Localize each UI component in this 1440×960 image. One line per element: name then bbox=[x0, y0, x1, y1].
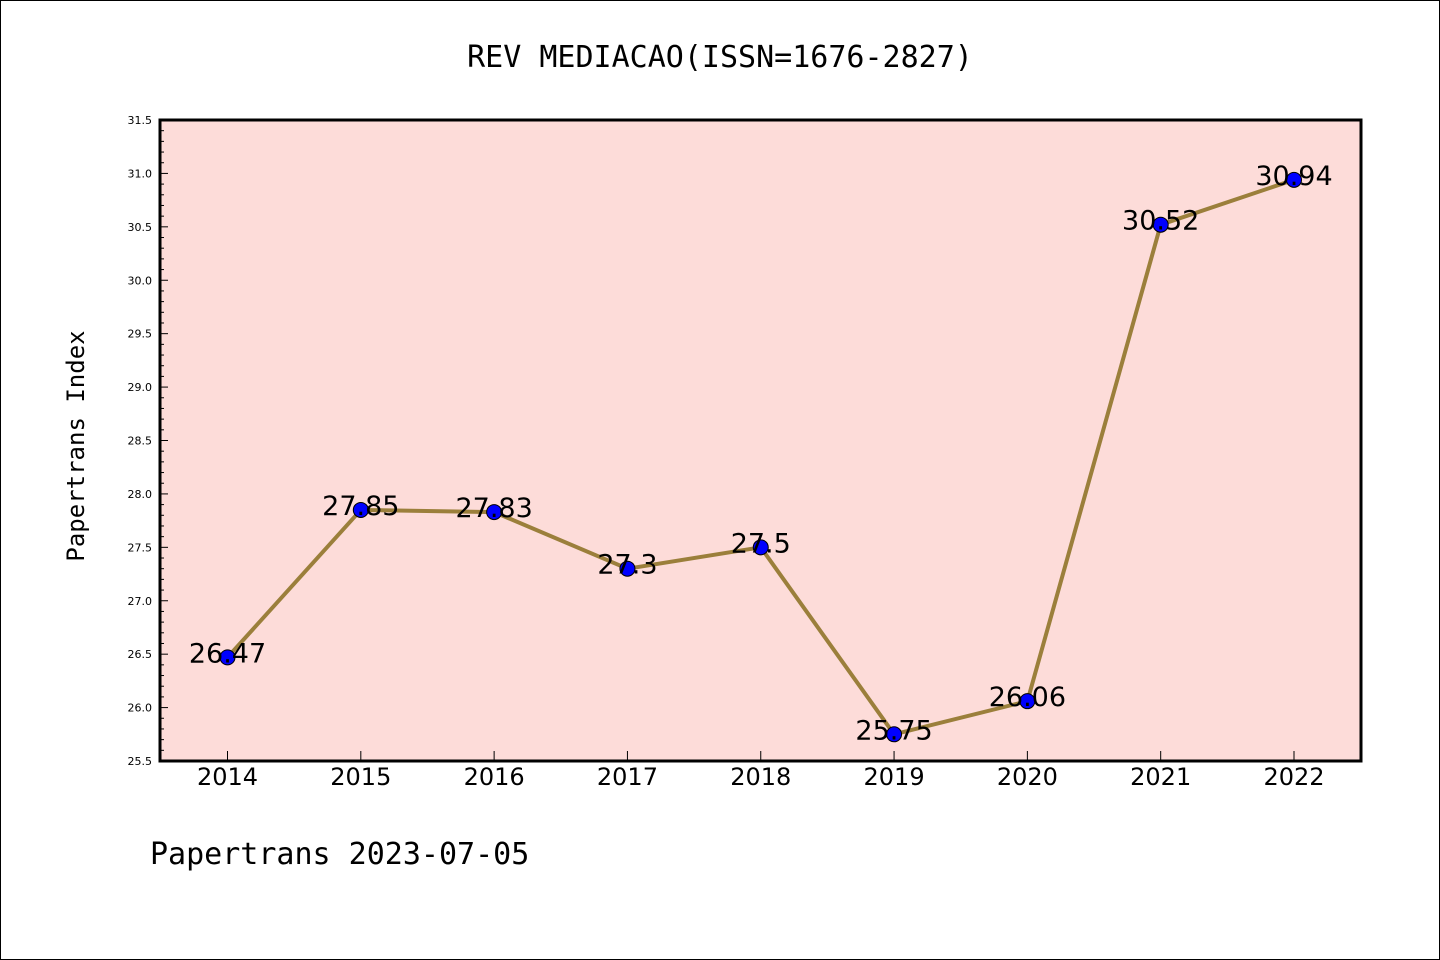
data-point bbox=[752, 539, 769, 556]
y-tick-label: 31.5 bbox=[128, 114, 153, 127]
data-label: 26.47 bbox=[189, 638, 266, 669]
y-tick-label: 28.0 bbox=[128, 488, 153, 501]
y-tick-label: 25.5 bbox=[128, 755, 153, 768]
data-label: 26.06 bbox=[989, 682, 1066, 713]
x-tick-label: 2019 bbox=[864, 763, 925, 791]
data-point bbox=[1152, 216, 1169, 233]
data-point bbox=[1019, 693, 1036, 710]
data-point bbox=[219, 649, 236, 666]
markers-layer bbox=[219, 171, 1302, 743]
y-tick-label: 27.0 bbox=[128, 595, 153, 608]
data-label: 27.83 bbox=[455, 493, 532, 524]
x-tick-label: 2022 bbox=[1263, 763, 1324, 791]
x-tick-label: 2018 bbox=[730, 763, 791, 791]
x-tick-label: 2015 bbox=[330, 763, 391, 791]
data-point bbox=[486, 504, 503, 521]
data-point bbox=[619, 560, 636, 577]
data-labels-layer: 26.47 27.85 27.83 27.3 27.5 25.75 26.06 30.52 30… bbox=[189, 161, 1333, 746]
y-tick-label: 28.5 bbox=[128, 435, 153, 448]
data-label: 30.94 bbox=[1255, 161, 1332, 192]
x-tick-label: 2014 bbox=[197, 763, 258, 791]
data-point bbox=[352, 501, 369, 518]
y-tick-label: 26.5 bbox=[128, 648, 153, 661]
y-tick-label: 30.5 bbox=[128, 221, 153, 234]
x-tick-label: 2021 bbox=[1130, 763, 1191, 791]
footer-text: Papertrans 2023-07-05 bbox=[150, 837, 529, 872]
data-label: 25.75 bbox=[855, 715, 932, 746]
data-label: 30.52 bbox=[1122, 206, 1199, 237]
y-tick-label: 31.0 bbox=[128, 167, 153, 180]
y-tick-label: 30.0 bbox=[128, 274, 153, 287]
axis-ticks: 25.5 26.0 26.5 27.0 27.5 28.0 28.5 29.0 29.5 30.0… bbox=[128, 114, 1325, 791]
data-label: 27.3 bbox=[597, 550, 657, 581]
y-axis-label: Papertrans Index bbox=[62, 330, 90, 561]
x-tick-label: 2017 bbox=[597, 763, 658, 791]
chart-title: REV MEDIACAO(ISSN=1676-2827) bbox=[467, 40, 973, 75]
data-point bbox=[1286, 171, 1302, 188]
y-tick-label: 26.0 bbox=[128, 702, 153, 715]
data-label: 27.5 bbox=[731, 528, 791, 559]
x-tick-label: 2020 bbox=[997, 763, 1058, 791]
data-point bbox=[886, 726, 903, 743]
y-tick-label: 29.5 bbox=[128, 328, 153, 341]
data-label: 27.85 bbox=[322, 491, 399, 522]
y-tick-label: 29.0 bbox=[128, 381, 153, 394]
x-tick-label: 2016 bbox=[464, 763, 525, 791]
y-tick-label: 27.5 bbox=[128, 541, 153, 554]
